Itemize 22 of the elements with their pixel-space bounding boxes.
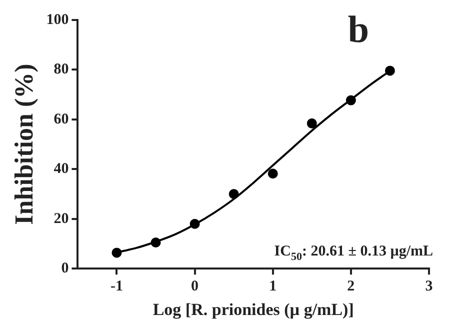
x-tick-label: 2 — [347, 278, 355, 294]
y-tick-label: 100 — [46, 12, 69, 28]
point — [306, 118, 317, 128]
y-tick-label: 80 — [54, 62, 69, 78]
y-tick-label: 60 — [54, 111, 69, 128]
x-tick-label: -1 — [110, 278, 123, 294]
x-tick-label: 3 — [425, 278, 433, 294]
x-tick-label: 1 — [269, 278, 277, 294]
point — [346, 95, 356, 106]
point — [150, 237, 161, 248]
point — [268, 168, 278, 179]
point — [190, 218, 200, 229]
point — [112, 248, 122, 258]
y-tick-label: 0 — [61, 260, 69, 276]
x-axis-title: Log [R. prionides (µ g/mL)] — [152, 300, 354, 320]
annotation: b — [348, 9, 370, 51]
point — [228, 189, 239, 200]
x-tick-label: 0 — [191, 278, 199, 294]
point — [384, 66, 395, 76]
y-tick-label: 20 — [54, 210, 69, 227]
y-tick-label: 40 — [54, 161, 69, 178]
y-axis-title: Inhibition (%) — [9, 64, 38, 225]
